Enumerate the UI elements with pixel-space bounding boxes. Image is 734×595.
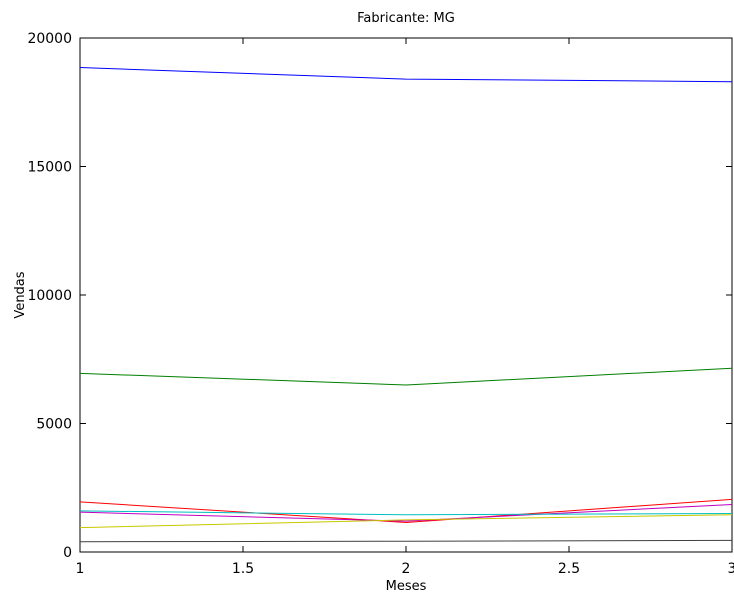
x-tick-label: 1.5 (232, 561, 254, 577)
y-tick-label: 10000 (27, 288, 72, 304)
y-axis-title: Vendas (13, 271, 28, 318)
y-tick-label: 5000 (36, 417, 72, 433)
series-lines (79, 67, 733, 543)
chart-title: Fabricante: MG (357, 11, 455, 26)
y-tick-label: 0 (63, 545, 72, 561)
series-line-1 (79, 67, 733, 83)
series-line-2 (79, 367, 733, 386)
y-axis: 0 5000 10000 15000 20000 (27, 31, 732, 561)
series-line-4 (79, 503, 733, 522)
x-axis-title: Meses (386, 579, 427, 594)
y-tick-label: 20000 (27, 31, 72, 47)
x-axis: 1 1.5 2 2.5 3 (76, 38, 734, 577)
y-tick-label: 15000 (27, 160, 72, 176)
x-tick-label: 3 (728, 561, 734, 577)
plot-frame (79, 37, 733, 553)
series-line-5 (79, 510, 733, 516)
series-line-7 (79, 539, 733, 543)
x-tick-label: 2 (402, 561, 411, 577)
x-tick-label: 1 (76, 561, 85, 577)
series-line-6 (79, 514, 733, 529)
series-line-3 (79, 498, 733, 523)
x-tick-label: 2.5 (558, 561, 580, 577)
